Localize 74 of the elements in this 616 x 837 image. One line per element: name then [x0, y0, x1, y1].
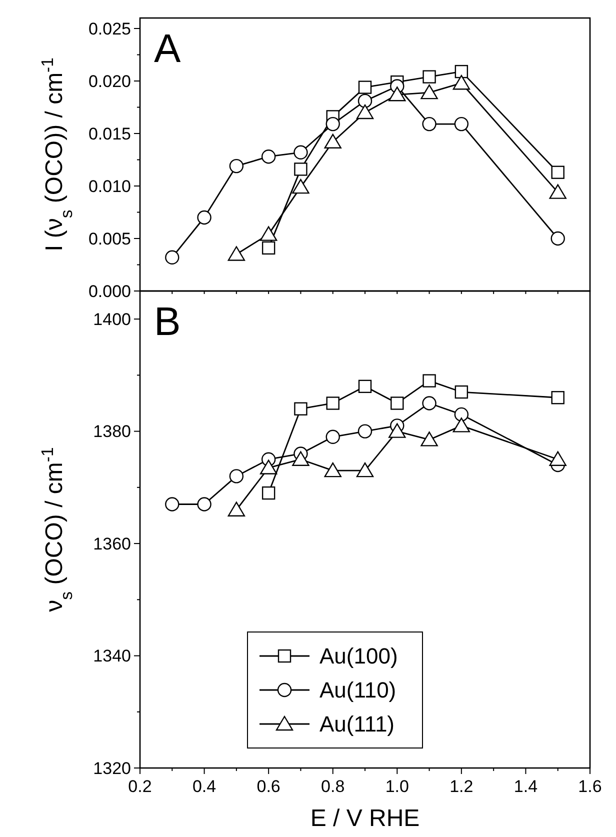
point — [294, 145, 308, 160]
x-tick-label: 0.8 — [321, 777, 345, 796]
y-tick-label: 1340 — [93, 646, 131, 666]
point — [261, 150, 276, 164]
x-tick-label: 0.2 — [128, 777, 152, 796]
point — [358, 80, 372, 94]
point — [454, 407, 469, 422]
point — [454, 385, 468, 399]
legend-label: Au(110) — [320, 678, 396, 703]
y-tick-label: 1380 — [93, 422, 131, 442]
point — [452, 418, 470, 432]
point — [550, 231, 565, 246]
point — [356, 462, 374, 478]
point — [197, 497, 212, 512]
point — [549, 184, 566, 199]
point — [260, 226, 278, 241]
point — [229, 469, 244, 484]
point — [197, 210, 212, 225]
chart-title: A — [154, 27, 181, 71]
point — [260, 460, 278, 474]
point — [292, 178, 310, 194]
point — [262, 486, 276, 500]
x-tick-label: 0.4 — [192, 777, 216, 796]
point — [549, 451, 566, 466]
y-tick-label: 1360 — [93, 534, 131, 554]
point — [452, 75, 470, 90]
point — [292, 451, 310, 466]
point — [420, 432, 438, 446]
y-tick-label: 1400 — [93, 310, 131, 330]
point — [422, 396, 436, 410]
point — [228, 502, 246, 516]
x-tick-label: 1.6 — [578, 777, 602, 796]
point — [422, 70, 436, 84]
point — [551, 391, 564, 404]
y-tick-label: 0.025 — [88, 19, 131, 38]
point — [324, 134, 342, 148]
point — [165, 250, 180, 264]
x-axis-title: E / V RHE — [310, 805, 420, 832]
point — [388, 423, 406, 438]
point — [165, 497, 180, 512]
y-tick-label: 1320 — [93, 758, 131, 778]
y-tick-label: 0.010 — [88, 176, 131, 196]
point — [422, 374, 436, 388]
point — [422, 116, 436, 132]
point — [294, 402, 308, 416]
point — [454, 64, 468, 78]
x-tick-label: 1.2 — [450, 777, 474, 796]
y-tick-label: 0.000 — [88, 282, 131, 301]
point — [390, 396, 404, 410]
point — [358, 380, 372, 393]
x-tick-label: 1.0 — [385, 777, 409, 796]
point — [358, 94, 372, 108]
y-tick-label: 0.005 — [88, 229, 131, 248]
point — [262, 241, 276, 255]
x-tick-label: 0.6 — [256, 777, 280, 796]
point — [229, 158, 244, 174]
point — [326, 116, 340, 132]
point — [420, 84, 438, 100]
y-tick-label: 0.020 — [88, 72, 131, 91]
legend-label: Au(100) — [320, 644, 398, 669]
x-tick-label: 1.4 — [514, 777, 538, 796]
point — [294, 162, 308, 176]
y-tick-label: 0.015 — [88, 124, 131, 144]
point — [388, 86, 406, 102]
legend-label: Au(111) — [320, 712, 395, 737]
point — [324, 462, 342, 478]
point — [454, 116, 469, 132]
chart-title: B — [154, 300, 181, 344]
point — [228, 246, 246, 261]
point — [326, 396, 340, 410]
point — [358, 424, 372, 438]
point — [356, 104, 374, 120]
point — [551, 166, 564, 179]
point — [326, 430, 340, 444]
